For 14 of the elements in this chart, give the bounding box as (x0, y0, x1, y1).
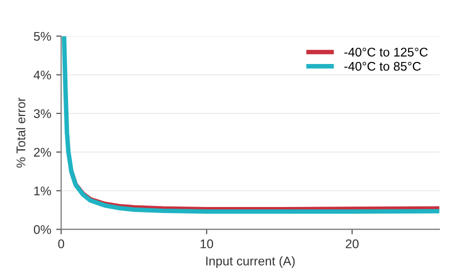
legend-label: -40°C to 125°C (344, 48, 428, 57)
x-tick-label: 20 (346, 239, 359, 248)
x-tick-label: 10 (200, 239, 214, 248)
y-tick-label: 3% (34, 109, 51, 118)
y-tick-label: 0% (34, 225, 51, 234)
x-tick-label: 0 (58, 239, 64, 248)
y-axis-title: % Total error (16, 98, 26, 168)
x-axis-title: Input current (A) (206, 256, 295, 268)
y-tick-label: 1% (34, 186, 51, 196)
line-series (62, 36, 440, 214)
y-tick-label: 4% (34, 70, 51, 80)
y-tick-label: 2% (34, 148, 51, 157)
y-tick-label: 5% (34, 32, 51, 41)
legend-label: -40°C to 85°C (344, 62, 421, 71)
